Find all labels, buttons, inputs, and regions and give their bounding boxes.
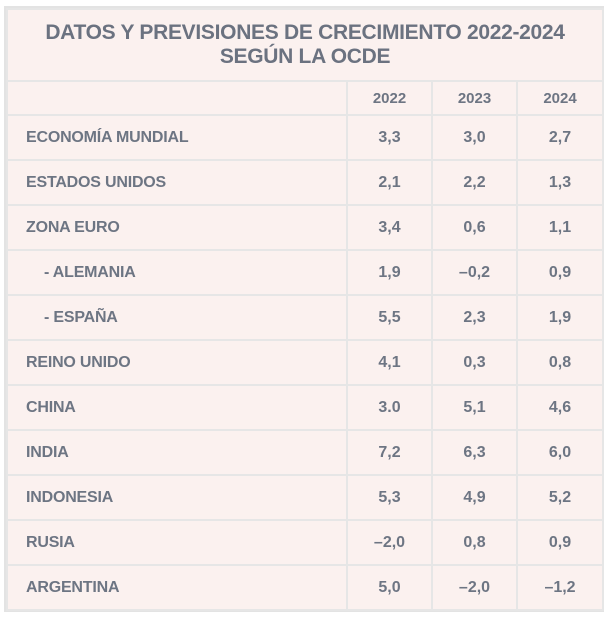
value-cell: 5,3 [346, 474, 433, 521]
value-cell: 5,2 [515, 474, 605, 521]
value-cell: 0,9 [515, 519, 605, 566]
value-cell: –0,2 [431, 249, 518, 296]
value-cell: 2,2 [431, 159, 518, 206]
value-cell: –2,0 [431, 564, 518, 611]
table-row: ESTADOS UNIDOS 2,1 2,2 1,3 [6, 159, 605, 206]
table-title: DATOS Y PREVISIONES DE CRECIMIENTO 2022-… [5, 8, 605, 82]
table-row: ZONA EURO 3,4 0,6 1,1 [6, 204, 605, 251]
value-cell: 3,3 [346, 114, 433, 161]
value-cell: 0,3 [431, 339, 518, 386]
table-row: REINO UNIDO 4,1 0,3 0,8 [6, 339, 605, 386]
value-cell: 3.0 [346, 384, 433, 431]
row-label: - ESPAÑA [6, 294, 348, 341]
growth-table-panel: DATOS Y PREVISIONES DE CRECIMIENTO 2022-… [4, 6, 605, 612]
table-row: CHINA 3.0 5,1 4,6 [6, 384, 605, 431]
table-row: ARGENTINA 5,0 –2,0 –1,2 [6, 564, 605, 611]
value-cell: 3,0 [431, 114, 518, 161]
column-header-2023: 2023 [431, 80, 518, 116]
column-header-2024: 2024 [515, 80, 605, 116]
value-cell: 5,5 [346, 294, 433, 341]
value-cell: 4,9 [431, 474, 518, 521]
value-cell: –1,2 [515, 564, 605, 611]
row-label: INDONESIA [6, 474, 348, 521]
table-row: INDIA 7,2 6,3 6,0 [6, 429, 605, 476]
value-cell: –2,0 [346, 519, 433, 566]
row-label: ESTADOS UNIDOS [6, 159, 348, 206]
value-cell: 6,3 [431, 429, 518, 476]
row-label: CHINA [6, 384, 348, 431]
value-cell: 2,1 [346, 159, 433, 206]
table-row: - ALEMANIA 1,9 –0,2 0,9 [6, 249, 605, 296]
row-label: ECONOMÍA MUNDIAL [6, 114, 348, 161]
value-cell: 1,9 [346, 249, 433, 296]
growth-table: DATOS Y PREVISIONES DE CRECIMIENTO 2022-… [5, 8, 605, 611]
row-label: ARGENTINA [6, 564, 348, 611]
value-cell: 2,7 [515, 114, 605, 161]
table-row: ECONOMÍA MUNDIAL 3,3 3,0 2,7 [6, 114, 605, 161]
value-cell: 3,4 [346, 204, 433, 251]
value-cell: 1,9 [515, 294, 605, 341]
value-cell: 2,3 [431, 294, 518, 341]
table-row: INDONESIA 5,3 4,9 5,2 [6, 474, 605, 521]
table-row: RUSIA –2,0 0,8 0,9 [6, 519, 605, 566]
column-header-2022: 2022 [346, 80, 433, 116]
value-cell: 0,8 [431, 519, 518, 566]
column-header-empty [6, 80, 348, 116]
value-cell: 1,1 [515, 204, 605, 251]
value-cell: 6,0 [515, 429, 605, 476]
value-cell: 5,1 [431, 384, 518, 431]
header-row: 2022 2023 2024 [6, 80, 605, 116]
table-title-line-1: DATOS Y PREVISIONES DE CRECIMIENTO 2022-… [45, 21, 565, 44]
value-cell: 4,6 [515, 384, 605, 431]
value-cell: 7,2 [346, 429, 433, 476]
table-row: - ESPAÑA 5,5 2,3 1,9 [6, 294, 605, 341]
row-label: INDIA [6, 429, 348, 476]
value-cell: 1,3 [515, 159, 605, 206]
row-label: RUSIA [6, 519, 348, 566]
value-cell: 0,9 [515, 249, 605, 296]
value-cell: 0,6 [431, 204, 518, 251]
value-cell: 5,0 [346, 564, 433, 611]
row-label: - ALEMANIA [6, 249, 348, 296]
row-label: REINO UNIDO [6, 339, 348, 386]
table-title-line-2: SEGÚN LA OCDE [219, 45, 391, 68]
row-label: ZONA EURO [6, 204, 348, 251]
value-cell: 0,8 [515, 339, 605, 386]
value-cell: 4,1 [346, 339, 433, 386]
